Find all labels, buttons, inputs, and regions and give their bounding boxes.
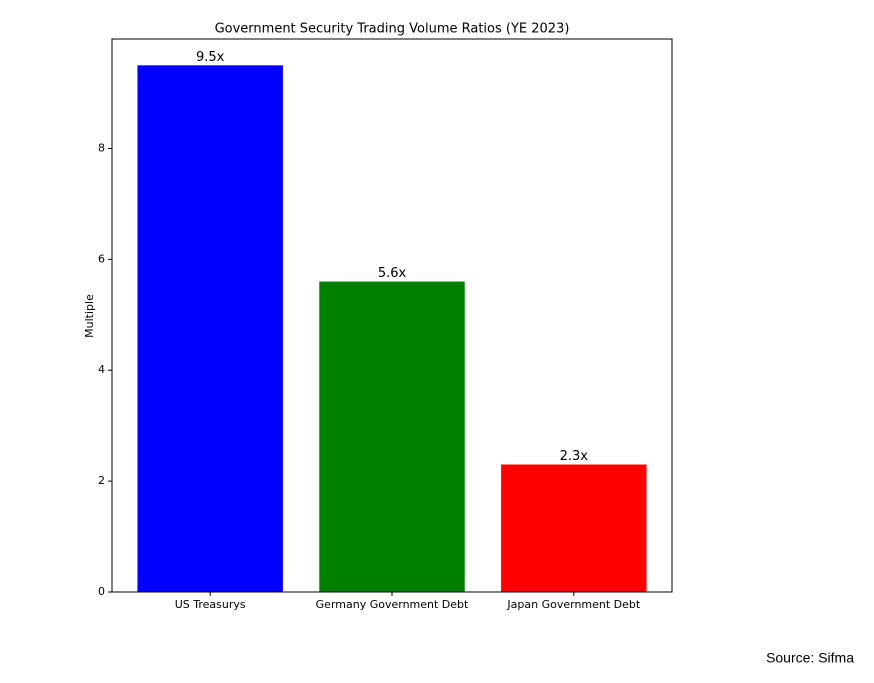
bar — [501, 464, 647, 592]
bar — [137, 65, 283, 593]
y-tick-label: 0 — [98, 585, 105, 598]
y-tick-label: 4 — [98, 363, 105, 376]
value-label: 9.5x — [196, 50, 225, 65]
plot-frame — [111, 38, 673, 593]
x-tick-label: Germany Government Debt — [316, 598, 469, 611]
y-axis-label: Multiple — [83, 294, 96, 338]
source-note: Source: Sifma — [766, 650, 854, 666]
value-label: 2.3x — [560, 449, 589, 464]
x-tick-label: US Treasurys — [175, 598, 246, 611]
y-tick-label: 6 — [98, 252, 105, 265]
chart-title: Government Security Trading Volume Ratio… — [215, 22, 570, 37]
bar — [319, 281, 465, 592]
y-tick-label: 8 — [98, 141, 105, 154]
x-tick-label: Japan Government Debt — [506, 598, 640, 611]
y-tick-label: 2 — [98, 474, 105, 487]
value-label: 5.6x — [378, 266, 407, 281]
